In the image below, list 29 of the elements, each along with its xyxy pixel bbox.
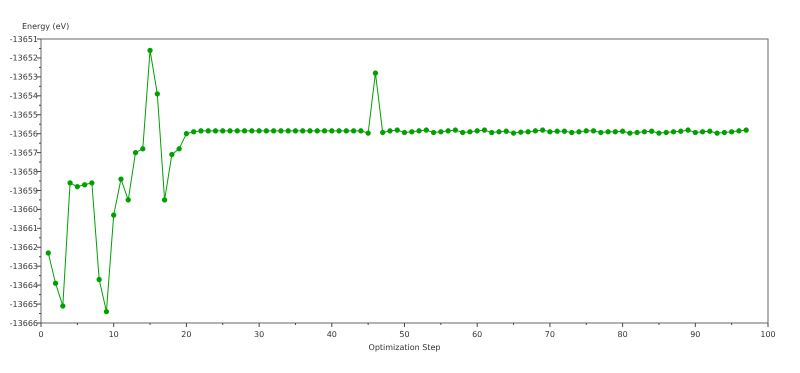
x-tick-label: 10 <box>108 330 119 339</box>
y-tick-label: -13666 <box>10 318 38 328</box>
x-tick-label: 30 <box>254 330 264 339</box>
y-tick-label: -13653 <box>10 72 38 82</box>
y-tick-label: -13660 <box>10 205 38 214</box>
x-tick-label: 100 <box>760 330 776 339</box>
x-axis-title: Optimization Step <box>368 343 440 352</box>
y-tick-label: -13662 <box>10 243 38 252</box>
y-tick-label: -13664 <box>10 280 38 290</box>
y-axis-title: Energy (eV) <box>22 22 70 31</box>
x-tick-label: 40 <box>326 330 337 339</box>
x-tick-label: 0 <box>38 330 44 339</box>
x-tick-label: 20 <box>181 330 192 339</box>
x-tick-label: 80 <box>618 330 628 339</box>
y-tick-label: -13661 <box>10 224 38 234</box>
y-tick-label: -13663 <box>10 262 38 271</box>
x-tick-label: 90 <box>690 330 700 339</box>
y-tick-label: -13658 <box>10 167 38 176</box>
y-tick-label: -13655 <box>10 110 38 120</box>
y-tick-label: -13651 <box>10 34 38 44</box>
y-tick-label: -13657 <box>10 148 38 158</box>
x-tick-label: 50 <box>399 330 410 339</box>
x-tick-label: 60 <box>472 330 482 339</box>
y-tick-label: -13654 <box>10 92 38 101</box>
y-tick-label: -13656 <box>10 129 38 138</box>
y-tick-label: -13652 <box>10 54 38 63</box>
y-tick-label: -13665 <box>10 300 38 309</box>
x-tick-label: 70 <box>544 330 555 339</box>
y-tick-label: -13659 <box>10 186 38 196</box>
